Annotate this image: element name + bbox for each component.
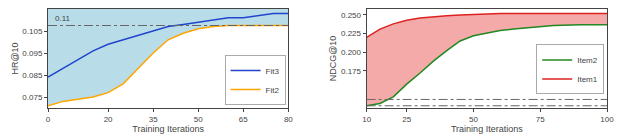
- svg-text:0: 0: [46, 115, 51, 124]
- svg-text:Item1: Item1: [577, 75, 598, 84]
- svg-text:0.11: 0.11: [55, 14, 71, 23]
- svg-text:0.200: 0.200: [341, 48, 362, 57]
- svg-text:50: 50: [469, 115, 478, 124]
- svg-text:100: 100: [600, 115, 614, 124]
- svg-text:Fit3: Fit3: [266, 67, 280, 76]
- svg-text:0.175: 0.175: [341, 67, 362, 76]
- svg-text:0.085: 0.085: [22, 71, 43, 80]
- svg-text:Item2: Item2: [577, 56, 598, 65]
- svg-text:20: 20: [104, 115, 113, 124]
- svg-text:10: 10: [362, 115, 371, 124]
- svg-text:Fit2: Fit2: [266, 86, 280, 95]
- svg-text:25: 25: [402, 115, 411, 124]
- svg-text:80: 80: [284, 115, 293, 124]
- svg-text:50: 50: [194, 115, 203, 124]
- svg-text:0.250: 0.250: [341, 11, 362, 20]
- svg-text:0.105: 0.105: [22, 27, 43, 36]
- svg-text:0.225: 0.225: [341, 29, 362, 38]
- svg-text:HR@10: HR@10: [10, 42, 20, 74]
- svg-text:35: 35: [149, 115, 158, 124]
- svg-text:65: 65: [239, 115, 248, 124]
- svg-text:Training Iterations: Training Iterations: [132, 124, 204, 134]
- svg-text:Training Iterations: Training Iterations: [451, 124, 523, 134]
- svg-text:0.075: 0.075: [22, 93, 43, 102]
- svg-text:NDCG@10: NDCG@10: [328, 36, 338, 82]
- svg-text:75: 75: [536, 115, 545, 124]
- svg-text:0.095: 0.095: [22, 49, 43, 58]
